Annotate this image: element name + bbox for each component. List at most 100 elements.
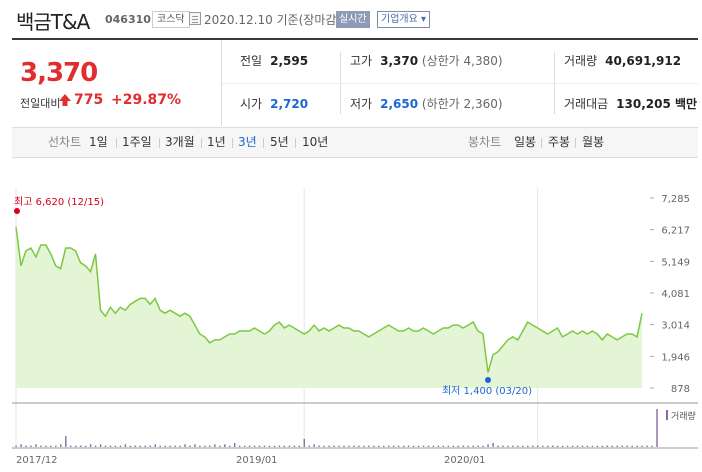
volume-bar — [40, 445, 42, 447]
volume-bar — [417, 445, 420, 447]
stock-name: 백금T&A — [16, 10, 90, 34]
volume-bar — [502, 445, 504, 447]
price-chart: 7,285 6,217 5,149 4,081 3,014 1,946 878 최고 6,6… — [12, 188, 698, 466]
tab-divider — [159, 138, 160, 148]
line-chart-label: 선차트 — [48, 135, 82, 149]
stock-header: 백금T&A 046310 코스닥 2020.12.10 기준(장마감) 실시간 … — [0, 0, 702, 38]
tab-10y[interactable]: 10년 — [302, 135, 329, 149]
volume-bar — [278, 445, 281, 447]
tab-monthly[interactable]: 월봉 — [582, 135, 605, 149]
volume-bar — [99, 444, 102, 447]
high-label: 고가 — [350, 54, 373, 68]
tab-weekly[interactable]: 주봉 — [548, 135, 571, 149]
volume-bar — [238, 445, 241, 447]
volume-bar — [616, 445, 618, 447]
volume-bar — [268, 445, 271, 447]
volume-bar — [571, 445, 574, 447]
x-tick-label: 2020/01 — [444, 455, 486, 466]
x-tick-label: 2019/01 — [236, 455, 278, 466]
volume-bar — [45, 445, 47, 447]
open-label: 시가 — [240, 97, 263, 111]
volume-bar — [89, 444, 92, 447]
volume-bar — [482, 445, 484, 447]
volume-bar — [596, 445, 599, 447]
volume-legend-swatch — [666, 410, 668, 420]
realtime-button[interactable]: 실시간 — [336, 11, 370, 28]
volume-bar — [149, 445, 151, 447]
volume-bar — [487, 444, 489, 447]
volume-bar — [164, 445, 166, 447]
volume-bar — [124, 444, 127, 447]
volume-bars — [15, 409, 658, 447]
tab-3m[interactable]: 3개월 — [165, 135, 195, 149]
tab-1w[interactable]: 1주일 — [122, 135, 152, 149]
volume-bar — [70, 445, 72, 447]
header-divider — [12, 38, 698, 40]
volume-bar — [75, 445, 77, 447]
volume-bar — [129, 445, 132, 447]
volume-bar — [30, 445, 32, 447]
volume-bar — [532, 445, 534, 447]
volume-bar — [373, 445, 375, 447]
volume-bar — [154, 444, 156, 447]
volume-bar — [422, 445, 425, 447]
volume-bar — [358, 445, 360, 447]
tab-daily[interactable]: 일봉 — [514, 135, 537, 149]
volume-bar — [79, 445, 82, 447]
volume-bar — [561, 445, 564, 447]
max-price-marker — [14, 208, 20, 214]
volume-bar — [626, 445, 628, 447]
tab-1d[interactable]: 1일 — [89, 135, 108, 149]
company-overview-dropdown[interactable]: 기업개요 ▾ — [377, 11, 430, 28]
volume-bar — [477, 445, 479, 447]
amount-cell: 거래대금 130,205 백만 — [564, 83, 697, 126]
market-badge: 코스닥 — [152, 11, 190, 28]
volume-bar — [631, 445, 633, 447]
volume-bar — [94, 445, 97, 447]
volume-bar — [427, 445, 430, 447]
volume-bar — [527, 445, 529, 447]
volume-bar — [353, 445, 355, 447]
chart-period-tabbar: 선차트 1일 1주일 3개월 1년 3년 5년 10년 봉차트 일봉 주봉 월봉 — [12, 127, 698, 158]
volume-bar — [437, 445, 440, 447]
volume-bar — [214, 444, 216, 447]
tab-5y[interactable]: 5년 — [270, 135, 289, 149]
volume-bar — [388, 445, 390, 447]
volume-bar — [298, 445, 300, 447]
volume-bar — [611, 445, 613, 447]
y-tick-label: 6,217 — [661, 226, 690, 237]
price-area-fill — [16, 227, 642, 388]
volume-bar — [646, 445, 648, 447]
tab-3y[interactable]: 3년 — [238, 135, 257, 149]
volume-bar — [402, 445, 405, 447]
prev-close-cell: 전일 2,595 — [240, 40, 308, 83]
volume-bar — [104, 445, 107, 447]
volume-bar — [179, 445, 181, 447]
volume-bar — [65, 436, 67, 447]
volume-bar — [591, 445, 594, 447]
volume-bar — [159, 445, 161, 447]
volume-bar — [308, 445, 310, 447]
volume-bar — [378, 445, 380, 447]
volume-bar — [517, 445, 519, 447]
volume-bar — [248, 445, 251, 447]
open-cell: 시가 2,720 — [240, 83, 308, 126]
volume-bar — [84, 445, 87, 447]
volume-bar — [447, 445, 450, 447]
volume-bar — [601, 445, 604, 447]
volume-bar — [293, 445, 296, 447]
volume-bar — [547, 445, 549, 447]
volume-bar — [551, 445, 554, 447]
price-line — [15, 227, 643, 373]
tab-1y[interactable]: 1년 — [207, 135, 226, 149]
volume-bar — [333, 445, 335, 447]
volume-bar — [537, 445, 539, 447]
volume-bar — [452, 445, 455, 447]
volume-bar — [35, 444, 37, 447]
volume-bar — [229, 445, 231, 447]
tab-divider — [295, 138, 296, 148]
volume-cell: 거래량 40,691,912 — [564, 40, 681, 83]
volume-bar — [283, 445, 286, 447]
stock-code: 046310 — [105, 13, 151, 26]
volume-bar — [109, 445, 112, 447]
